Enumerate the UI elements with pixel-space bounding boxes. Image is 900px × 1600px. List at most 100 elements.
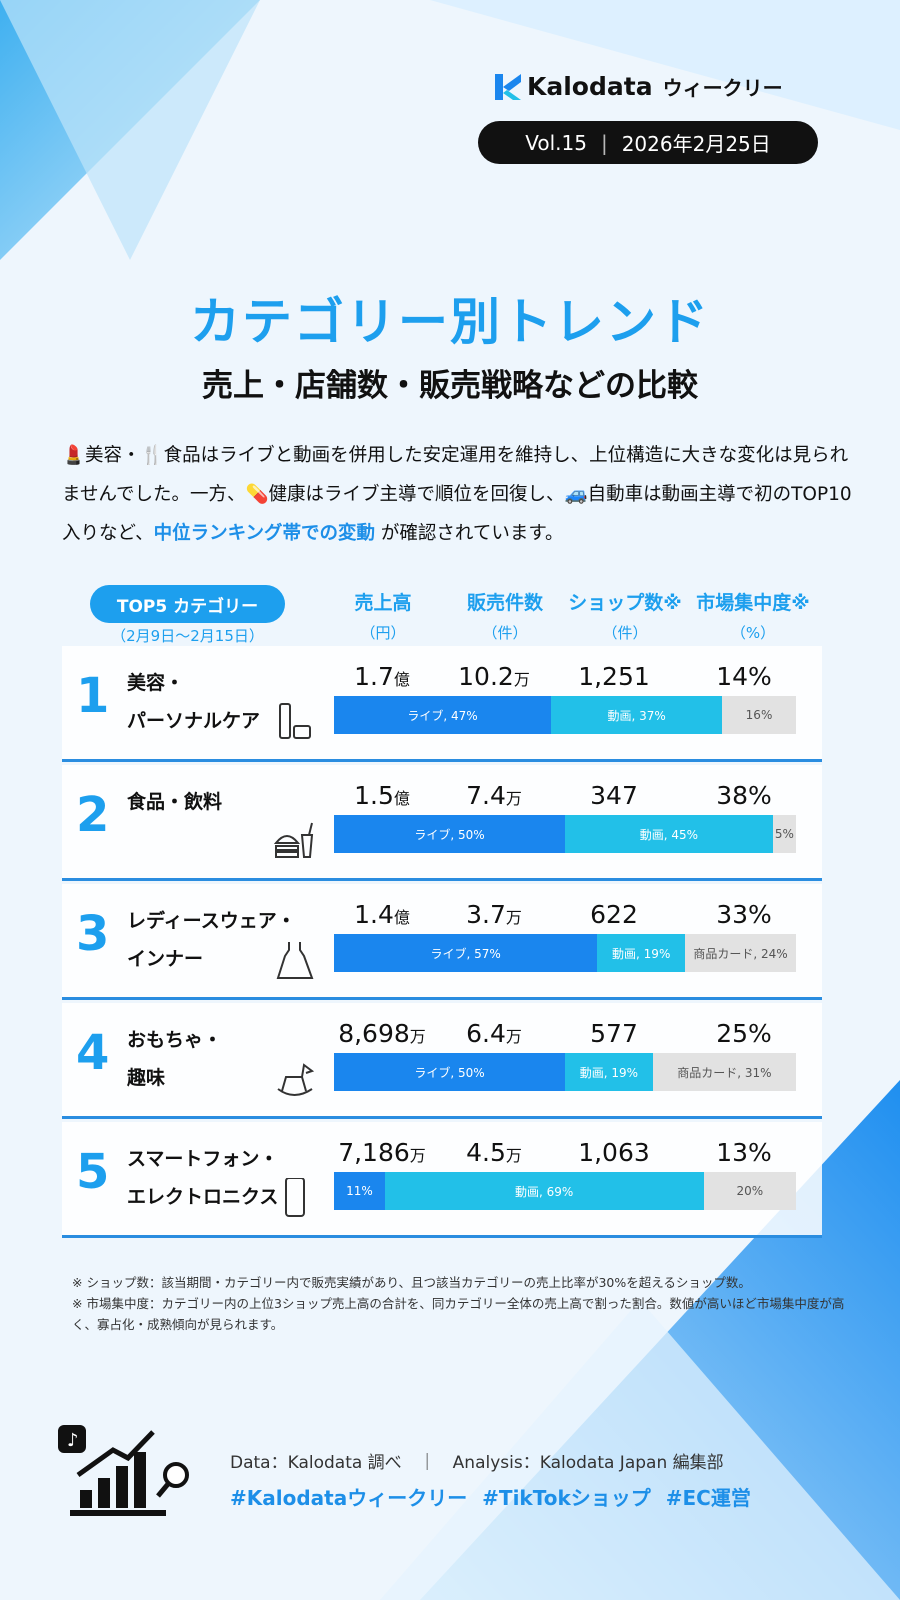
intro-text: 💄美容・🍴食品はライブと動画を併用した安定運用を維持し、上位構造に大きな変化は見… bbox=[62, 436, 852, 553]
sales-value: 1.7億 bbox=[312, 662, 452, 691]
sales-unit: 億 bbox=[393, 670, 410, 689]
dress-icon bbox=[276, 942, 314, 979]
channel-mix-bar: ライブ, 57% 動画, 19% 商品カード, 24% bbox=[334, 934, 796, 972]
sales-number: 1.4 bbox=[354, 900, 394, 929]
hashtags: #Kalodataウィークリー #TikTokショップ #EC運営 bbox=[230, 1486, 751, 1510]
column-header: 販売件数 bbox=[466, 592, 543, 614]
brand-name: Kalodata bbox=[527, 72, 653, 101]
rank: 5 bbox=[76, 1144, 110, 1200]
mix-segment: 16% bbox=[722, 696, 796, 734]
concentration-value: 13% bbox=[716, 1138, 772, 1167]
units-value: 3.7万 bbox=[424, 900, 564, 929]
units-value: 4.5万 bbox=[424, 1138, 564, 1167]
units-unit: 万 bbox=[505, 1146, 522, 1165]
category-line2: インナー bbox=[127, 948, 204, 970]
rank: 1 bbox=[76, 668, 110, 724]
units-unit: 万 bbox=[505, 1027, 522, 1046]
top5-badge: TOP5 カテゴリー bbox=[90, 585, 285, 623]
brand-suffix: ウィークリー bbox=[662, 76, 783, 100]
page-title: カテゴリー別トレンド bbox=[190, 293, 710, 351]
units-unit: 万 bbox=[505, 789, 522, 808]
sales-value: 8,698万 bbox=[312, 1019, 452, 1048]
category-row: 1 美容・パーソナルケア 1.7億 10.2万 1,251 14% ライブ, 4… bbox=[62, 646, 822, 762]
period-label: （2月9日〜2月15日） bbox=[111, 627, 264, 645]
category-name: レディースウェア・ インナー bbox=[127, 902, 296, 978]
column-header: 市場集中度※ bbox=[696, 592, 810, 614]
units-number: 4.5 bbox=[466, 1138, 506, 1167]
units-number: 10.2 bbox=[458, 662, 514, 691]
units-number: 6.4 bbox=[466, 1019, 506, 1048]
concentration-value: 33% bbox=[716, 900, 772, 929]
column-unit: （件） bbox=[602, 624, 648, 642]
shops-value: 1,251 bbox=[578, 662, 650, 691]
shops-value: 1,063 bbox=[578, 1138, 650, 1167]
shops-value: 347 bbox=[590, 781, 638, 810]
mix-segment: 11% bbox=[334, 1172, 385, 1210]
channel-mix-bar: ライブ, 50% 動画, 19% 商品カード, 31% bbox=[334, 1053, 796, 1091]
category-name: 食品・飲料 bbox=[127, 783, 222, 821]
sales-value: 1.5億 bbox=[312, 781, 452, 810]
sales-unit: 万 bbox=[409, 1146, 426, 1165]
category-line2: 趣味 bbox=[127, 1067, 166, 1089]
issue-date: 2026年2月25日 bbox=[621, 132, 771, 156]
mix-segment: ライブ, 50% bbox=[334, 815, 565, 853]
mix-segment: 商品カード, 31% bbox=[652, 1053, 796, 1091]
channel-mix-bar: ライブ, 50% 動画, 45% 5% bbox=[334, 815, 796, 853]
svg-text:♪: ♪ bbox=[67, 1430, 79, 1451]
units-number: 7.4 bbox=[466, 781, 506, 810]
category-line2: エレクトロニクス bbox=[127, 1186, 279, 1208]
smartphone-icon bbox=[285, 1178, 305, 1217]
mix-segment: 動画, 69% bbox=[384, 1172, 704, 1210]
mix-segment: 5% bbox=[772, 815, 796, 853]
mix-segment: 20% bbox=[703, 1172, 796, 1210]
mix-segment: ライブ, 50% bbox=[334, 1053, 565, 1091]
footnote-concentration: ※ 市場集中度：カテゴリー内の上位3ショップ売上高の合計を、同カテゴリー全体の売… bbox=[72, 1296, 845, 1332]
mix-segment: ライブ, 57% bbox=[334, 934, 598, 972]
sales-number: 8,698 bbox=[338, 1019, 410, 1048]
sales-unit: 億 bbox=[393, 908, 410, 927]
sales-unit: 万 bbox=[409, 1027, 426, 1046]
issue-pill: Vol.15 | 2026年2月25日 bbox=[478, 121, 818, 164]
rocking-horse-icon bbox=[277, 1063, 315, 1096]
sales-unit: 億 bbox=[393, 789, 410, 808]
units-value: 6.4万 bbox=[424, 1019, 564, 1048]
units-unit: 万 bbox=[505, 908, 522, 927]
category-line2: パーソナルケア bbox=[127, 710, 261, 732]
mix-segment: 動画, 37% bbox=[551, 696, 723, 734]
volume: Vol.15 bbox=[525, 130, 587, 155]
column-unit: （円） bbox=[360, 624, 406, 642]
mix-segment: 動画, 19% bbox=[565, 1053, 653, 1091]
shops-value: 577 bbox=[590, 1019, 638, 1048]
category-name: スマートフォン・ エレクトロニクス bbox=[127, 1140, 278, 1216]
data-credit: Data：Kalodata 調べ ｜ Analysis：Kalodata Jap… bbox=[230, 1453, 724, 1473]
channel-mix-bar: 11% 動画, 69% 20% bbox=[334, 1172, 796, 1210]
category-row: 2 食品・飲料 1.5億 7.4万 347 38% ライブ, 50% 動画, 45… bbox=[62, 765, 822, 881]
column-unit: （件） bbox=[482, 624, 528, 642]
category-row: 3 レディースウェア・ インナー 1.4億 3.7万 622 33% ライブ, 5… bbox=[62, 884, 822, 1000]
mix-segment: 商品カード, 24% bbox=[685, 934, 796, 972]
footnote-shops: ※ ショップ数：該当期間・カテゴリー内で販売実績があり、且つ該当カテゴリーの売上… bbox=[72, 1275, 751, 1290]
category-line1: レディースウェア・ bbox=[127, 910, 296, 932]
kalodata-k-icon bbox=[495, 73, 521, 100]
units-number: 3.7 bbox=[466, 900, 506, 929]
units-value: 10.2万 bbox=[424, 662, 564, 691]
column-unit: （%） bbox=[730, 624, 776, 642]
category-line1: 美容・ bbox=[127, 672, 185, 694]
rank: 4 bbox=[76, 1025, 110, 1081]
cosmetics-tube-icon bbox=[279, 703, 311, 739]
mix-segment: 動画, 19% bbox=[597, 934, 686, 972]
rank: 3 bbox=[76, 906, 110, 962]
sales-number: 1.5 bbox=[354, 781, 394, 810]
category-line1: スマートフォン・ bbox=[127, 1148, 279, 1170]
intro-highlight: 中位ランキング帯での変動 bbox=[153, 523, 376, 544]
sales-value: 7,186万 bbox=[312, 1138, 452, 1167]
rank: 2 bbox=[76, 787, 110, 843]
category-name: おもちゃ・ 趣味 bbox=[127, 1021, 222, 1097]
concentration-value: 14% bbox=[716, 662, 772, 691]
kalodata-logo: Kalodata ウィークリー bbox=[495, 72, 783, 101]
concentration-value: 25% bbox=[716, 1019, 772, 1048]
mix-segment: 動画, 45% bbox=[565, 815, 773, 853]
units-value: 7.4万 bbox=[424, 781, 564, 810]
mix-segment: ライブ, 47% bbox=[334, 696, 552, 734]
concentration-value: 38% bbox=[716, 781, 772, 810]
